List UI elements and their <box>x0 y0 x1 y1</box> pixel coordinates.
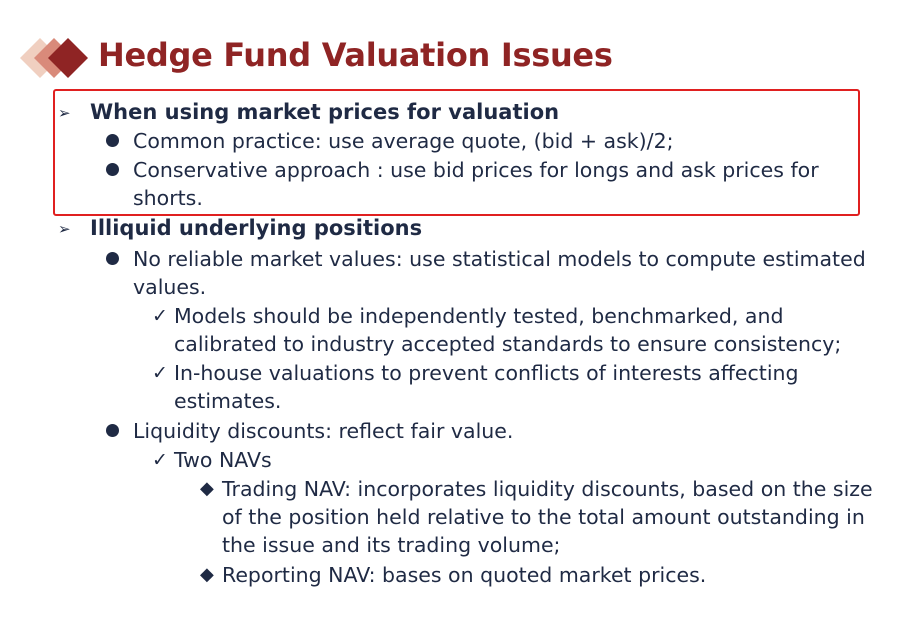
highlight-box <box>53 89 860 216</box>
checkmark-bullet-icon: ✓ <box>152 449 168 471</box>
bullet-liquidity-discounts: Liquidity discounts: reflect fair value. <box>133 419 514 443</box>
bullet-no-reliable-line-1: No reliable market values: use statistic… <box>133 247 866 271</box>
filled-circle-bullet-icon <box>106 134 119 147</box>
check-in-house-line-2: estimates. <box>174 389 282 413</box>
diamond-bullet-icon: ◆ <box>200 564 214 585</box>
bullet-no-reliable-line-2: values. <box>133 275 207 299</box>
bullet-conservative-approach-line-2: shorts. <box>133 186 203 210</box>
checkmark-bullet-icon: ✓ <box>152 305 168 327</box>
section-heading-market-prices: When using market prices for valuation <box>90 100 560 124</box>
diamond-bullet-icon: ◆ <box>200 478 214 499</box>
filled-circle-bullet-icon <box>106 424 119 437</box>
section-heading-illiquid: Illiquid underlying positions <box>90 216 423 240</box>
diamond-dark-shape <box>48 38 88 78</box>
item-trading-nav-line-2: of the position held relative to the tot… <box>222 505 865 529</box>
bullet-common-practice: Common practice: use average quote, (bid… <box>133 129 674 153</box>
page-title: Hedge Fund Valuation Issues <box>98 36 613 74</box>
filled-circle-bullet-icon <box>106 252 119 265</box>
arrowhead-bullet-icon: ➢ <box>58 104 71 122</box>
check-models-line-1: Models should be independently tested, b… <box>174 304 784 328</box>
arrowhead-bullet-icon: ➢ <box>58 220 71 238</box>
filled-circle-bullet-icon <box>106 163 119 176</box>
bullet-conservative-approach-line-1: Conservative approach : use bid prices f… <box>133 158 819 182</box>
checkmark-bullet-icon: ✓ <box>152 362 168 384</box>
check-in-house-line-1: In-house valuations to prevent conflicts… <box>174 361 799 385</box>
item-trading-nav-line-1: Trading NAV: incorporates liquidity disc… <box>222 477 873 501</box>
title-bar: Hedge Fund Valuation Issues <box>18 26 898 88</box>
stacked-diamonds-icon <box>20 38 88 78</box>
check-two-navs: Two NAVs <box>174 448 272 472</box>
check-models-line-2: calibrated to industry accepted standard… <box>174 332 842 356</box>
item-reporting-nav: Reporting NAV: bases on quoted market pr… <box>222 563 707 587</box>
item-trading-nav-line-3: the issue and its trading volume; <box>222 533 561 557</box>
